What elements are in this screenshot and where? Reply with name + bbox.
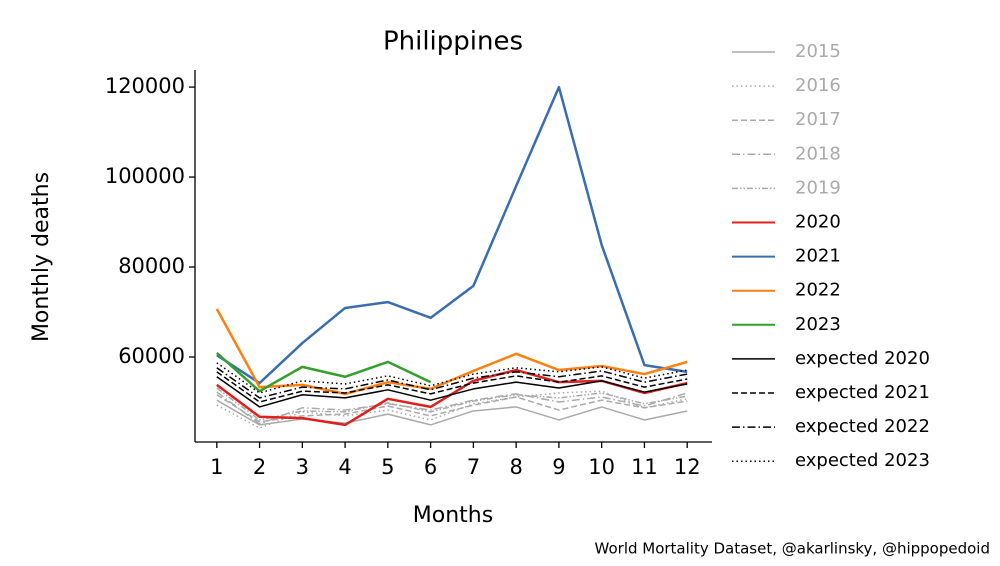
x-tick-label: 3 — [296, 455, 309, 479]
series-line — [216, 376, 688, 408]
x-tick-label: 7 — [467, 455, 480, 479]
legend-label: expected 2020 — [795, 348, 930, 369]
x-tick-label: 2 — [253, 455, 266, 479]
series-line — [216, 367, 688, 399]
series-line — [216, 371, 688, 403]
y-tick-label: 100000 — [105, 164, 185, 188]
x-tick-label: 5 — [381, 455, 394, 479]
legend-label: 2019 — [795, 177, 841, 198]
y-axis-label: Monthly deaths — [29, 172, 54, 342]
x-tick-label: 8 — [509, 455, 522, 479]
legend-label: 2015 — [795, 41, 841, 62]
series-line — [216, 387, 688, 421]
y-tick-label: 120000 — [105, 74, 185, 98]
chart-title: Philippines — [383, 27, 523, 57]
legend-label: expected 2022 — [795, 416, 930, 437]
series-line — [216, 399, 688, 426]
series-line — [215, 308, 688, 396]
x-tick-label: 10 — [588, 455, 615, 479]
legend-label: 2022 — [795, 280, 841, 301]
legend-label: 2018 — [795, 143, 841, 164]
legend-label: 2016 — [795, 75, 841, 96]
legend-label: 2023 — [795, 314, 841, 335]
source-note: World Mortality Dataset, @akarlinsky, @h… — [595, 540, 990, 558]
y-tick-label: 80000 — [118, 254, 185, 278]
legend-label: 2020 — [795, 212, 841, 233]
x-tick-label: 6 — [424, 455, 437, 479]
y-tick-label: 60000 — [118, 344, 185, 368]
x-tick-label: 9 — [552, 455, 565, 479]
x-tick-label: 1 — [210, 455, 223, 479]
x-tick-label: 12 — [674, 455, 701, 479]
series-line — [216, 391, 688, 425]
series-line — [216, 390, 688, 429]
legend-label: 2017 — [795, 109, 841, 130]
series-line — [216, 85, 688, 385]
legend-label: 2021 — [795, 246, 841, 267]
series-line — [215, 352, 432, 393]
legend-label: expected 2021 — [795, 382, 930, 403]
x-axis-label: Months — [413, 503, 493, 528]
x-tick-label: 11 — [631, 455, 658, 479]
legend-label: expected 2023 — [795, 450, 930, 471]
x-tick-label: 4 — [338, 455, 351, 479]
